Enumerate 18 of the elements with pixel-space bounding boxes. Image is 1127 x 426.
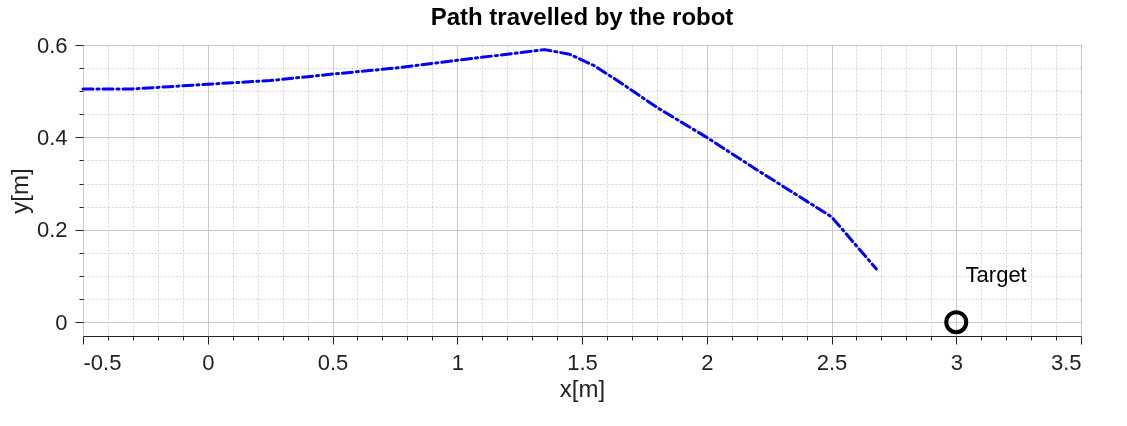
y-tick-label: 0.2: [36, 217, 68, 243]
x-tick-label: 1: [451, 349, 464, 375]
x-tick-label: 3: [950, 349, 963, 375]
y-tick-label: 0: [55, 309, 68, 335]
x-tick-label: 2.5: [816, 349, 848, 375]
chart-title: Path travelled by the robot: [430, 3, 734, 30]
y-tick-label: 0.6: [36, 32, 68, 58]
y-axis-title: y[m]: [5, 168, 33, 214]
x-axis-title: x[m]: [559, 374, 606, 402]
annotation: Target: [965, 261, 1027, 287]
x-tick-label: -0.5: [83, 349, 122, 375]
x-tick-label: 2: [701, 349, 714, 375]
y-tick-label: 0.4: [36, 124, 68, 150]
x-tick-label: 1.5: [567, 349, 598, 375]
x-tick-label: 3.5: [1050, 349, 1082, 375]
x-tick-label: 0.5: [317, 349, 349, 375]
x-tick-label: 0: [202, 349, 215, 375]
line-series: [81, 48, 878, 271]
